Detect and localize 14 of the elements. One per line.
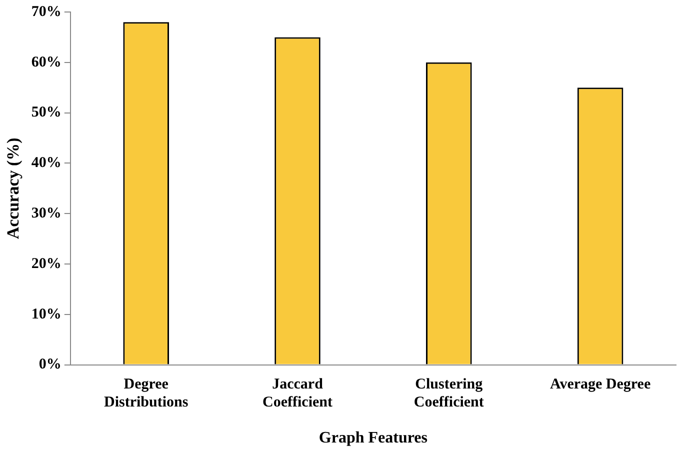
x-tick-label: Jaccard Coefficient: [262, 376, 332, 411]
y-tick-label: 50%: [31, 104, 62, 121]
y-tick-label: 70%: [31, 4, 62, 20]
y-tick-label: 10%: [31, 306, 62, 322]
x-tick-label: Clustering Coefficient: [414, 376, 484, 411]
y-tick-label: 60%: [31, 54, 62, 70]
x-tick-label: Degree Distributions: [104, 376, 188, 411]
y-tick-label: 40%: [31, 155, 62, 172]
y-axis-title: Accuracy (%): [4, 138, 23, 240]
y-tick-label: 20%: [31, 256, 62, 272]
y-tick-label: 30%: [31, 205, 62, 222]
y-tick-label: 0%: [38, 356, 62, 373]
x-tick-label: Average Degree: [550, 376, 651, 393]
x-axis-title: Graph Features: [318, 430, 428, 447]
